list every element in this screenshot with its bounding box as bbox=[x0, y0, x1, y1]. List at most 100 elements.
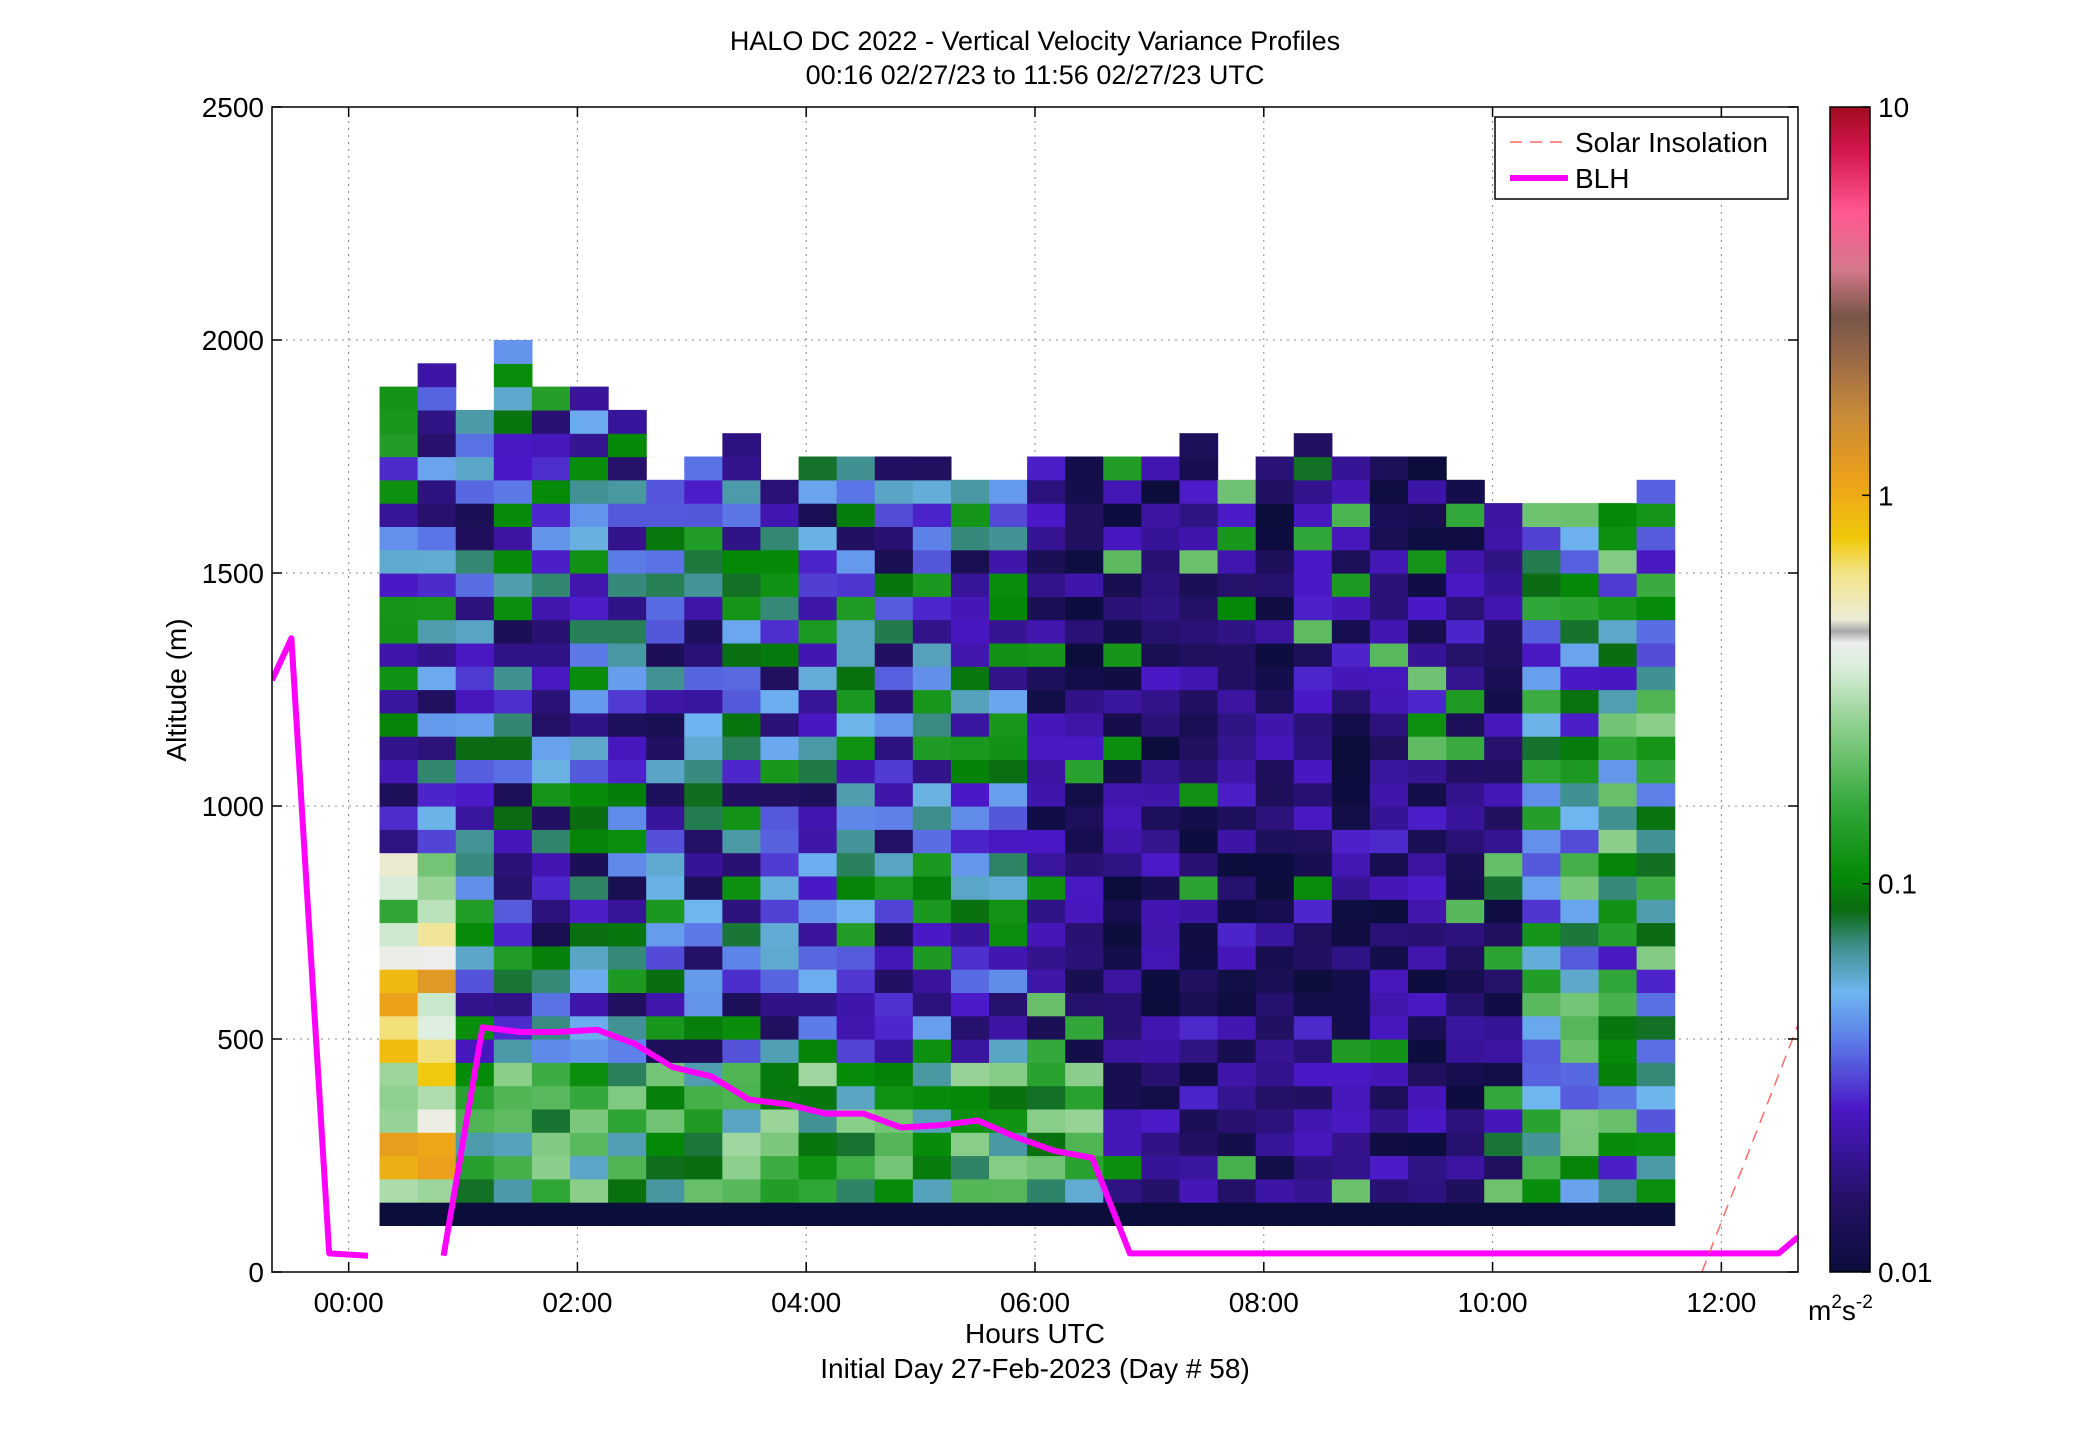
heatmap-cell bbox=[493, 1202, 533, 1226]
heatmap-cell bbox=[1636, 759, 1676, 784]
heatmap-cell bbox=[950, 642, 990, 667]
heatmap-cell bbox=[1179, 596, 1219, 621]
heatmap-cell bbox=[1484, 642, 1523, 667]
heatmap-cell bbox=[1598, 1202, 1638, 1226]
heatmap-cell bbox=[722, 969, 762, 993]
heatmap-cell bbox=[1027, 456, 1066, 481]
heatmap-cell bbox=[950, 736, 990, 760]
heatmap-cell bbox=[1446, 549, 1485, 574]
heatmap-cell bbox=[684, 922, 723, 947]
heatmap-cell bbox=[646, 806, 685, 830]
heatmap-cell bbox=[1408, 573, 1447, 597]
heatmap-cell bbox=[1446, 782, 1485, 807]
heatmap-cell bbox=[874, 526, 914, 551]
heatmap-cell bbox=[1522, 736, 1561, 760]
heatmap-cell bbox=[1522, 642, 1561, 667]
heatmap-cell bbox=[1636, 596, 1676, 621]
heatmap-cell bbox=[1217, 969, 1257, 993]
heatmap-cell bbox=[569, 619, 609, 644]
heatmap-cell bbox=[1293, 1039, 1333, 1063]
heatmap-cell bbox=[608, 642, 647, 667]
heatmap-cell bbox=[417, 922, 457, 947]
heatmap-cell bbox=[1369, 1178, 1409, 1203]
heatmap-cell bbox=[912, 1062, 952, 1087]
heatmap-cell bbox=[874, 1155, 914, 1180]
heatmap-cell bbox=[1331, 852, 1371, 877]
heatmap-cell bbox=[1255, 689, 1295, 714]
heatmap-cell bbox=[1027, 1108, 1066, 1133]
heatmap-cell bbox=[531, 1132, 571, 1157]
heatmap-cell bbox=[1598, 503, 1638, 527]
heatmap-cell bbox=[455, 829, 495, 854]
heatmap-cell bbox=[1293, 666, 1333, 691]
heatmap-cell bbox=[722, 549, 762, 574]
heatmap-cell bbox=[1027, 549, 1066, 574]
heatmap-cell bbox=[455, 503, 495, 527]
heatmap-cell bbox=[1408, 619, 1447, 644]
heatmap-cell bbox=[1446, 969, 1485, 993]
heatmap-cell bbox=[1598, 829, 1638, 854]
heatmap-cell bbox=[760, 1108, 800, 1133]
heatmap-cell bbox=[1217, 782, 1257, 807]
heatmap-cell bbox=[417, 1039, 457, 1063]
heatmap-cell bbox=[1369, 666, 1409, 691]
heatmap-cell bbox=[1560, 642, 1600, 667]
heatmap-cell bbox=[1141, 759, 1181, 784]
heatmap-cell bbox=[760, 619, 800, 644]
heatmap-cell bbox=[1598, 945, 1638, 970]
heatmap-cell bbox=[646, 852, 685, 877]
heatmap-cell bbox=[1484, 806, 1523, 830]
heatmap-cell bbox=[1027, 1085, 1066, 1110]
heatmap-cell bbox=[950, 1155, 990, 1180]
heatmap-cell bbox=[1446, 875, 1485, 900]
heatmap-cell bbox=[684, 759, 723, 784]
heatmap-cell bbox=[1484, 1202, 1523, 1226]
legend-box bbox=[1494, 116, 1789, 200]
heatmap-cell bbox=[836, 1132, 876, 1157]
heatmap-cell bbox=[1179, 1062, 1219, 1087]
heatmap-cell bbox=[760, 1178, 800, 1203]
heatmap-cell bbox=[722, 1132, 762, 1157]
heatmap-cell bbox=[1331, 1015, 1371, 1040]
heatmap-cell bbox=[1369, 712, 1409, 737]
heatmap-cell bbox=[608, 1202, 647, 1226]
heatmap-cell bbox=[1484, 689, 1523, 714]
heatmap-cell bbox=[1522, 1132, 1561, 1157]
heatmap-cell bbox=[1408, 969, 1447, 993]
heatmap-cell bbox=[912, 1202, 952, 1226]
heatmap-cell bbox=[1484, 782, 1523, 807]
heatmap-cell bbox=[455, 969, 495, 993]
heatmap-cell bbox=[646, 712, 685, 737]
heatmap-cell bbox=[417, 782, 457, 807]
heatmap-cell bbox=[989, 642, 1028, 667]
heatmap-cell bbox=[1217, 736, 1257, 760]
heatmap-cell bbox=[1636, 922, 1676, 947]
heatmap-cell bbox=[531, 1202, 571, 1226]
heatmap-cell bbox=[1369, 642, 1409, 667]
heatmap-cell bbox=[912, 456, 952, 481]
heatmap-cell bbox=[417, 689, 457, 714]
heatmap-cell bbox=[1065, 666, 1104, 691]
heatmap-cell bbox=[1408, 456, 1447, 481]
heatmap-cell bbox=[950, 1039, 990, 1063]
heatmap-cell bbox=[1255, 736, 1295, 760]
heatmap-cell bbox=[1103, 736, 1142, 760]
heatmap-cell bbox=[722, 806, 762, 830]
heatmap-cell bbox=[417, 573, 457, 597]
heatmap-cell bbox=[1331, 549, 1371, 574]
heatmap-cell bbox=[1255, 503, 1295, 527]
x-axis-label: Hours UTC bbox=[965, 1318, 1105, 1349]
heatmap-cell bbox=[1179, 875, 1219, 900]
heatmap-cell bbox=[608, 945, 647, 970]
heatmap-cell bbox=[1522, 945, 1561, 970]
heatmap-cell bbox=[989, 875, 1028, 900]
heatmap-cell bbox=[1293, 526, 1333, 551]
heatmap-cell bbox=[836, 526, 876, 551]
heatmap-cell bbox=[569, 573, 609, 597]
heatmap-cell bbox=[1179, 782, 1219, 807]
heatmap-cell bbox=[1217, 1015, 1257, 1040]
heatmap-cell bbox=[912, 899, 952, 924]
heatmap-cell bbox=[608, 1015, 647, 1040]
heatmap-cell bbox=[950, 573, 990, 597]
heatmap-cell bbox=[493, 340, 533, 364]
